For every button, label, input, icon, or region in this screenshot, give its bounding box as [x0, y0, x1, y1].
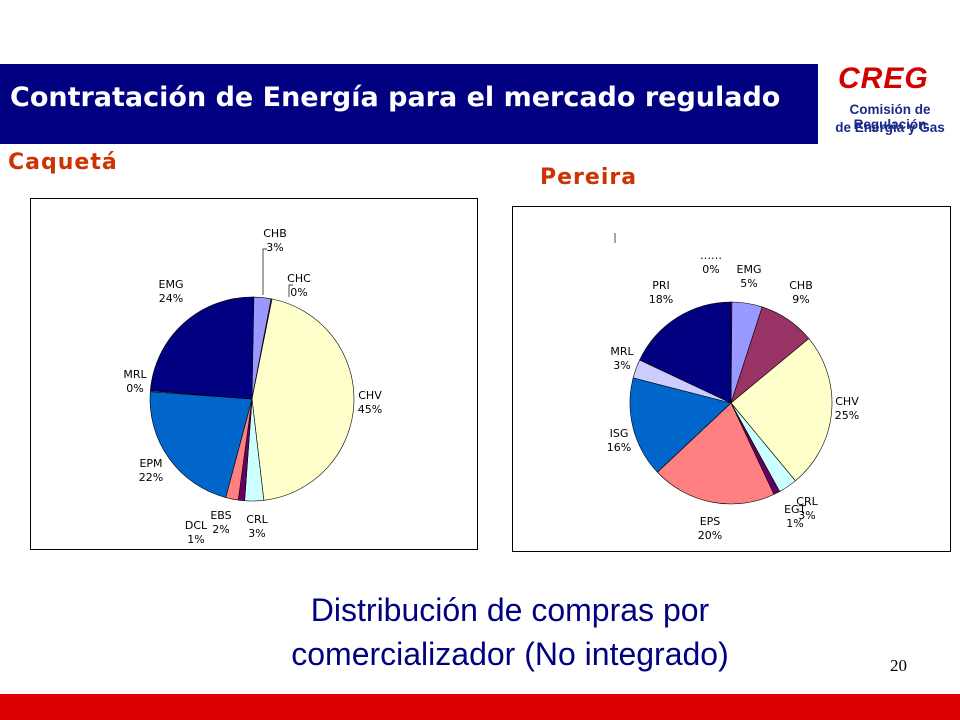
caqueta-pie-svg: CHB3%CHC0%CHV45%CRL3%DCL1%EBS2%EPM22%MRL… — [123, 227, 382, 546]
per-slice-value-4: 1% — [786, 517, 803, 530]
caq-slice-8 — [150, 296, 255, 400]
per-slice-value-9: 0% — [702, 263, 719, 276]
caq-slice-label-6: EPM — [139, 457, 162, 470]
logo-line-2: de Energía y Gas — [835, 120, 945, 135]
caq-slice-value-5: 2% — [212, 523, 229, 536]
slide-caption: Distribución de compras por comercializa… — [230, 588, 790, 676]
leader-line — [262, 248, 267, 295]
caption-line-2: comercializador (No integrado) — [291, 636, 729, 672]
caq-slice-label-4: DCL — [185, 519, 208, 532]
per-slice-value-1: 9% — [792, 293, 809, 306]
per-slice-label-9: …… — [700, 249, 722, 262]
caqueta-pie-chart: CHB 3% CHC 0% CHV 45% CRL 3% DCL 1% EBS 2% EPM 22% MRL… — [30, 198, 478, 550]
caq-slice-2 — [251, 298, 355, 501]
per-slice-value-6: 16% — [607, 441, 631, 454]
caq-slice-label-1: CHC — [287, 272, 311, 285]
caq-slice-label-5: EBS — [210, 509, 231, 522]
caption-line-1: Distribución de compras por — [310, 592, 710, 628]
logo-wordmark: CREG — [838, 62, 929, 95]
caq-slice-label-8: EMG — [159, 278, 184, 291]
caq-slice-6 — [149, 391, 253, 498]
logo-line-1: Comisión de Regulación — [849, 102, 931, 132]
leader-line — [288, 284, 293, 297]
per-slice-label-5: EPS — [700, 515, 721, 528]
per-slice-label-0: EMG — [737, 263, 762, 276]
caq-slice-label-2: CHV — [358, 389, 382, 402]
caq-slice-value-2: 45% — [358, 403, 382, 416]
per-slice-value-2: 25% — [835, 409, 859, 422]
caq-slice-value-7: 0% — [126, 382, 143, 395]
per-slice-value-8: 18% — [649, 293, 673, 306]
caq-slice-value-3: 3% — [248, 527, 265, 540]
per-slice-8 — [639, 301, 732, 404]
pereira-pie-chart: EMG 5% CHB 9% CHV 25% CRL 3% EGT 1% EPS 20% ISG 16% MR… — [512, 206, 951, 552]
caq-slice-label-7: MRL — [123, 368, 147, 381]
caq-slice-label-0: CHB — [263, 227, 287, 240]
per-slice-label-6: ISG — [610, 427, 629, 440]
per-slice-value-7: 3% — [613, 359, 630, 372]
creg-logo: CREG Comisión de Regulación de Energía y… — [818, 60, 960, 146]
per-slice-value-3: 3% — [798, 509, 815, 522]
chart-title-pereira: Pereira — [540, 165, 638, 190]
caq-slice-value-4: 1% — [187, 533, 204, 546]
per-slice-6 — [629, 377, 732, 473]
per-slice-label-2: CHV — [835, 395, 859, 408]
per-slice-label-1: CHB — [789, 279, 813, 292]
slide-title: Contratación de Energía para el mercado … — [10, 82, 781, 113]
caq-slice-value-0: 3% — [266, 241, 283, 254]
chart-title-caqueta: Caquetá — [8, 150, 118, 175]
caq-slice-value-8: 24% — [159, 292, 183, 305]
caq-slice-label-3: CRL — [246, 513, 268, 526]
title-bar — [0, 64, 818, 144]
per-slice-value-5: 20% — [698, 529, 722, 542]
per-slice-label-8: PRI — [652, 279, 670, 292]
footer-bar — [0, 694, 960, 720]
per-slice-label-4: EGT — [784, 503, 806, 516]
page-number: 20 — [890, 656, 907, 675]
caq-slice-value-6: 22% — [139, 471, 163, 484]
per-slice-label-3: CRL — [796, 495, 818, 508]
per-slice-label-7: MRL — [610, 345, 634, 358]
caq-slice-value-1: 0% — [290, 286, 307, 299]
per-slice-value-0: 5% — [740, 277, 757, 290]
per-slice-2 — [730, 338, 833, 482]
per-slice-9 — [730, 301, 733, 404]
per-slice-5 — [656, 402, 775, 505]
